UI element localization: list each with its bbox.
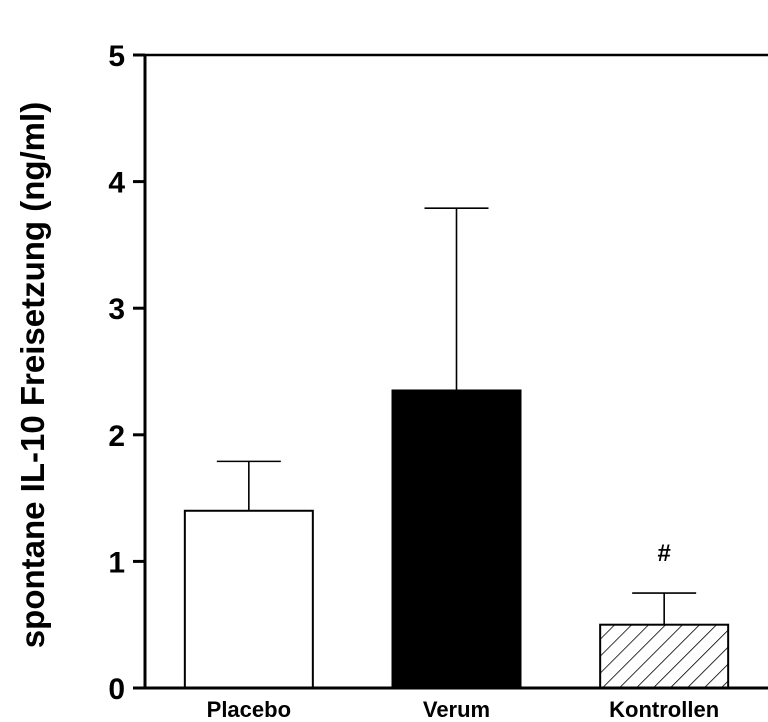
y-ticks-group: 0 1 2 3 4 5 xyxy=(108,40,145,706)
error-bars-group xyxy=(216,207,697,625)
y-tick-label: 1 xyxy=(108,546,125,579)
bar-kontrollen xyxy=(599,623,730,690)
y-tick-label: 3 xyxy=(108,293,125,326)
y-tick-label: 2 xyxy=(108,420,125,453)
bars-group xyxy=(183,389,730,690)
axes-group xyxy=(143,53,768,690)
y-tick-label: 0 xyxy=(108,673,125,706)
y-axis-label: spontane IL-10 Freisetzung (ng/ml) xyxy=(14,102,51,648)
y-axis-label-group: spontane IL-10 Freisetzung (ng/ml) xyxy=(14,102,51,648)
x-tick-label: Kontrollen xyxy=(609,697,719,722)
y-tick-label: 5 xyxy=(108,40,125,73)
x-labels-group: Placebo Verum Kontrollen xyxy=(207,697,720,722)
annotations-group: # xyxy=(657,540,670,567)
bar-verum xyxy=(391,389,522,689)
significance-marker: # xyxy=(657,540,670,567)
x-tick-label: Verum xyxy=(423,697,490,722)
x-tick-label: Placebo xyxy=(207,697,291,722)
y-tick-label: 4 xyxy=(108,167,125,200)
bar-placebo xyxy=(183,509,314,690)
